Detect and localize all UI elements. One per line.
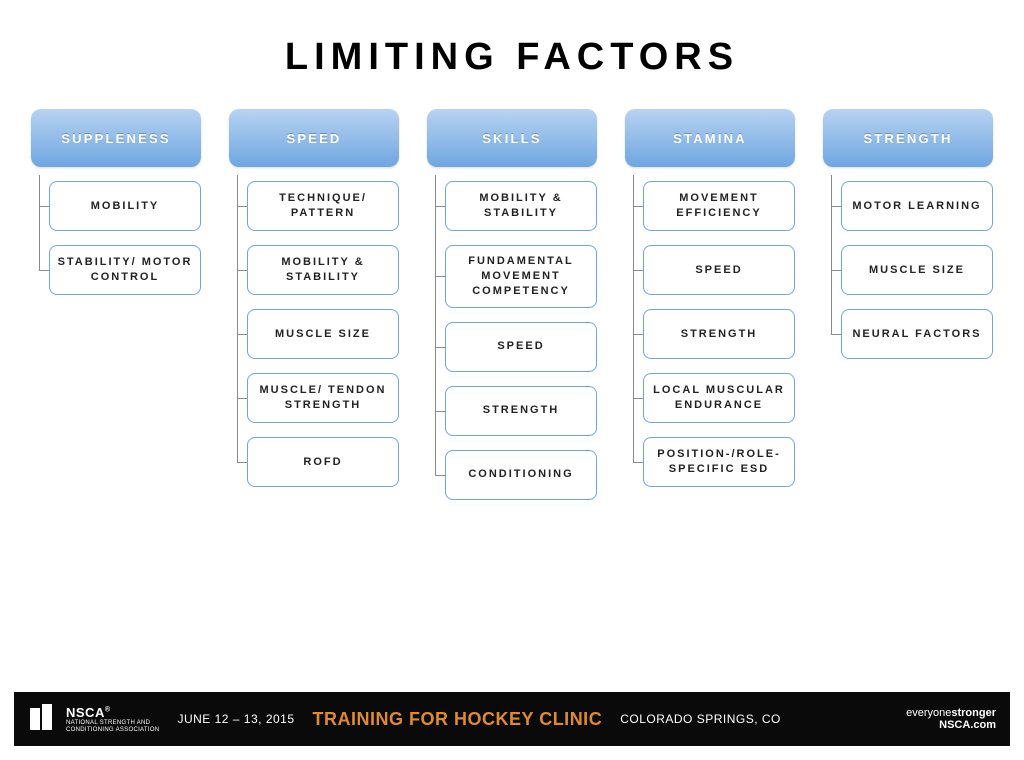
column-header: Suppleness: [31, 109, 201, 167]
item-wrap: Muscle/ Tendon Strength: [247, 373, 399, 423]
connector-horizontal: [237, 462, 247, 463]
item-box: Neural Factors: [841, 309, 993, 359]
footer-right: everyonestronger NSCA.com: [906, 707, 996, 731]
column-items: Technique/ Pattern Mobility & Stability Mu…: [229, 181, 399, 487]
item-wrap: Strength: [643, 309, 795, 359]
column-items: Movement Efficiency Speed Strength Local Mu…: [625, 181, 795, 487]
item-wrap: Speed: [445, 322, 597, 372]
footer-logo-block: NSCA® NATIONAL STRENGTH AND CONDITIONING…: [28, 704, 159, 734]
column-skills: Skills Mobility & Stability Fundamental Mo…: [427, 109, 597, 500]
connector-horizontal: [237, 270, 247, 271]
item-box: Speed: [445, 322, 597, 372]
connector-horizontal: [633, 334, 643, 335]
item-box: Stability/ Motor Control: [49, 245, 201, 295]
column-header: Stamina: [625, 109, 795, 167]
connector-horizontal: [39, 270, 49, 271]
item-box: Technique/ Pattern: [247, 181, 399, 231]
connector-vertical: [831, 175, 832, 334]
column-strength: Strength Motor Learning Muscle Size Neural …: [823, 109, 993, 500]
footer-bar: NSCA® NATIONAL STRENGTH AND CONDITIONING…: [14, 692, 1010, 746]
item-wrap: Strength: [445, 386, 597, 436]
connector-horizontal: [435, 475, 445, 476]
connector-horizontal: [435, 347, 445, 348]
column-header: Strength: [823, 109, 993, 167]
item-box: Mobility & Stability: [247, 245, 399, 295]
item-wrap: Local Muscular Endurance: [643, 373, 795, 423]
diagram-columns: Suppleness Mobility Stability/ Motor Contr…: [0, 109, 1024, 500]
item-box: Mobility: [49, 181, 201, 231]
footer-org-name: NSCA®: [66, 705, 159, 720]
column-items: Motor Learning Muscle Size Neural Factors: [823, 181, 993, 359]
connector-horizontal: [435, 411, 445, 412]
footer-tagline: everyonestronger: [906, 707, 996, 719]
item-box: Speed: [643, 245, 795, 295]
item-wrap: Mobility & Stability: [247, 245, 399, 295]
column-items: Mobility Stability/ Motor Control: [31, 181, 201, 295]
item-wrap: Technique/ Pattern: [247, 181, 399, 231]
connector-vertical: [237, 175, 238, 462]
item-wrap: Neural Factors: [841, 309, 993, 359]
item-wrap: Stability/ Motor Control: [49, 245, 201, 295]
column-stamina: Stamina Movement Efficiency Speed Strength L…: [625, 109, 795, 500]
item-wrap: Conditioning: [445, 450, 597, 500]
item-box: Muscle Size: [247, 309, 399, 359]
connector-horizontal: [633, 270, 643, 271]
item-box: Conditioning: [445, 450, 597, 500]
connector-horizontal: [237, 334, 247, 335]
item-wrap: Motor Learning: [841, 181, 993, 231]
nsca-logo-icon: [28, 704, 58, 734]
item-box: Muscle/ Tendon Strength: [247, 373, 399, 423]
item-box: Fundamental Movement Competency: [445, 245, 597, 308]
item-box: Position-/Role-Specific ESD: [643, 437, 795, 487]
connector-horizontal: [633, 398, 643, 399]
connector-horizontal: [831, 206, 841, 207]
connector-vertical: [435, 175, 436, 475]
page-title: Limiting Factors: [0, 36, 1024, 79]
footer-event: TRAINING FOR HOCKEY CLINIC: [313, 709, 603, 730]
connector-horizontal: [237, 206, 247, 207]
item-wrap: Muscle Size: [841, 245, 993, 295]
connector-horizontal: [237, 398, 247, 399]
item-wrap: Mobility: [49, 181, 201, 231]
item-box: Mobility & Stability: [445, 181, 597, 231]
item-box: Motor Learning: [841, 181, 993, 231]
column-speed: Speed Technique/ Pattern Mobility & Stabil…: [229, 109, 399, 500]
footer-org-sub2: CONDITIONING ASSOCIATION: [66, 727, 159, 734]
item-box: Strength: [445, 386, 597, 436]
item-box: ROFD: [247, 437, 399, 487]
footer-logo-text: NSCA® NATIONAL STRENGTH AND CONDITIONING…: [66, 705, 159, 733]
item-box: Movement Efficiency: [643, 181, 795, 231]
column-items: Mobility & Stability Fundamental Movement…: [427, 181, 597, 500]
footer-org-sub1: NATIONAL STRENGTH AND: [66, 720, 159, 727]
footer-url: NSCA.com: [906, 719, 996, 731]
connector-vertical: [633, 175, 634, 462]
connector-horizontal: [435, 276, 445, 277]
connector-vertical: [39, 175, 40, 270]
item-wrap: Mobility & Stability: [445, 181, 597, 231]
item-wrap: Fundamental Movement Competency: [445, 245, 597, 308]
item-wrap: Muscle Size: [247, 309, 399, 359]
item-box: Strength: [643, 309, 795, 359]
column-header: Speed: [229, 109, 399, 167]
item-wrap: Position-/Role-Specific ESD: [643, 437, 795, 487]
connector-horizontal: [831, 270, 841, 271]
item-box: Muscle Size: [841, 245, 993, 295]
item-wrap: ROFD: [247, 437, 399, 487]
connector-horizontal: [435, 206, 445, 207]
connector-horizontal: [633, 206, 643, 207]
connector-horizontal: [633, 462, 643, 463]
column-header: Skills: [427, 109, 597, 167]
connector-horizontal: [831, 334, 841, 335]
item-box: Local Muscular Endurance: [643, 373, 795, 423]
column-suppleness: Suppleness Mobility Stability/ Motor Contr…: [31, 109, 201, 500]
item-wrap: Speed: [643, 245, 795, 295]
item-wrap: Movement Efficiency: [643, 181, 795, 231]
connector-horizontal: [39, 206, 49, 207]
